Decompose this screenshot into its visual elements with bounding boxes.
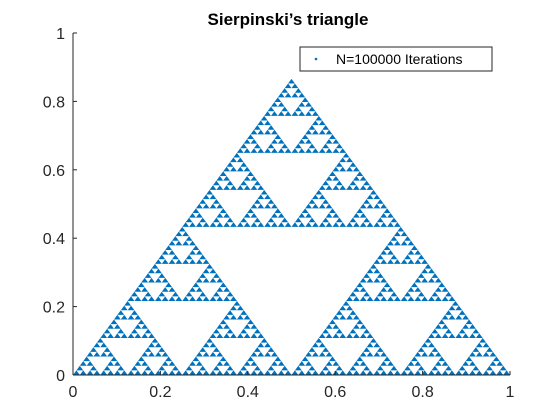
- x-tick-label: 0: [69, 384, 78, 401]
- y-tick-label: 0.6: [43, 163, 65, 180]
- y-tick-label: 0.2: [43, 300, 65, 317]
- x-tick-label: 1: [506, 384, 515, 401]
- y-tick-label: 0.4: [43, 231, 65, 248]
- chart-title: Sierpinski’s triangle: [208, 10, 369, 29]
- legend: N=100000 Iterations: [300, 47, 492, 71]
- x-tick-label: 0.4: [237, 384, 259, 401]
- x-tick-label: 0.2: [149, 384, 171, 401]
- legend-label: N=100000 Iterations: [336, 51, 462, 67]
- x-tick-label: 0.8: [411, 384, 433, 401]
- y-tick-label: 0.8: [43, 94, 65, 111]
- y-tick-label: 0: [56, 368, 65, 385]
- x-tick-label: 0.6: [324, 384, 346, 401]
- legend-marker: [315, 58, 318, 61]
- y-tick-label: 1: [56, 26, 65, 43]
